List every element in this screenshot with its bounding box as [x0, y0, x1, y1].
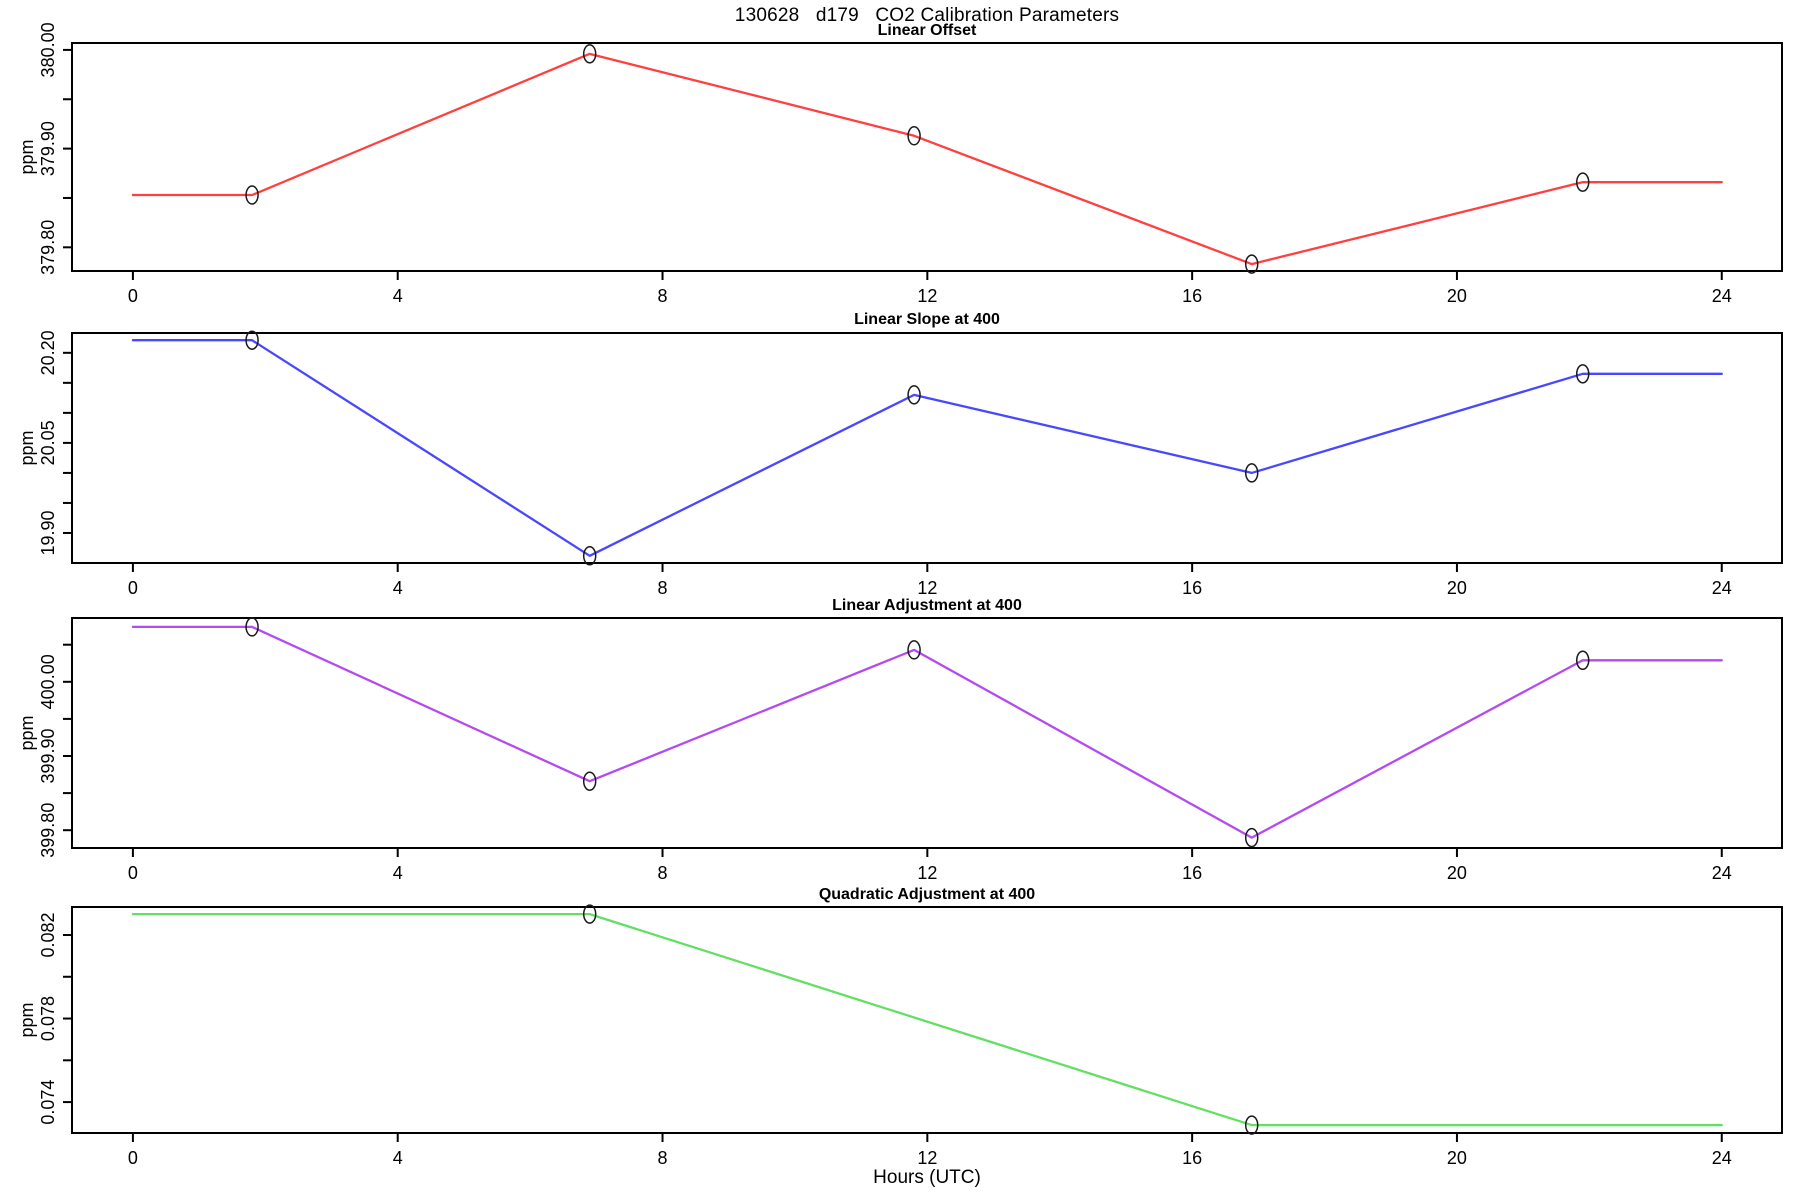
- data-point-marker: [582, 904, 597, 924]
- x-axis-tick-label: 20: [1447, 863, 1467, 883]
- data-line: [131, 625, 1723, 839]
- data-point-marker: [907, 640, 921, 660]
- y-axis-tick-label: 19.90: [38, 510, 58, 555]
- data-point-marker: [1244, 463, 1259, 483]
- data-point-marker: [245, 185, 259, 205]
- x-axis-tick-label: 12: [917, 1148, 937, 1168]
- x-axis-tick-label: 24: [1712, 286, 1732, 306]
- x-axis-tick-label: 0: [128, 286, 138, 306]
- x-axis-tick-label: 16: [1182, 1148, 1202, 1168]
- data-point-marker: [907, 126, 921, 146]
- y-axis-tick-label: 379.80: [38, 220, 58, 275]
- x-axis-tick-label: 0: [128, 863, 138, 883]
- y-axis-tick-label: 399.90: [38, 728, 58, 783]
- main-title: 130628 d179 CO2 Calibration Parameters: [734, 5, 1120, 26]
- panel-title-linear-adjustment: Linear Adjustment at 400: [832, 597, 1022, 614]
- x-axis-tick-label: 8: [658, 578, 668, 598]
- x-axis-tick-label: 12: [917, 578, 937, 598]
- plot-box: [71, 617, 1783, 849]
- x-axis-tick-label: 8: [658, 863, 668, 883]
- data-point-marker: [582, 546, 597, 566]
- x-axis-tick-label: 24: [1712, 578, 1732, 598]
- x-axis-tick-label: 24: [1712, 1148, 1732, 1168]
- data-line: [131, 52, 1723, 266]
- y-axis-title: ppm: [17, 139, 37, 174]
- data-point-marker: [907, 385, 921, 405]
- data-point-marker: [1244, 827, 1259, 848]
- x-axis-tick-label: 20: [1447, 286, 1467, 306]
- data-point-marker: [582, 771, 597, 791]
- data-point-marker: [1244, 254, 1259, 274]
- y-axis-tick-label: 20.20: [38, 330, 58, 375]
- x-axis-tick-label: 12: [917, 286, 937, 306]
- data-point-marker: [1244, 1115, 1259, 1135]
- y-axis-tick-label: 0.074: [38, 1080, 58, 1125]
- x-axis-tick-label: 20: [1447, 1148, 1467, 1168]
- x-axis-tick-label: 16: [1182, 286, 1202, 306]
- x-axis-tick-label: 8: [658, 1148, 668, 1168]
- plot-box: [71, 42, 1783, 272]
- panel-title-quadratic-adjustment: Quadratic Adjustment at 400: [818, 886, 1036, 903]
- x-axis-tick-label: 4: [393, 863, 403, 883]
- x-axis-tick-label: 4: [393, 286, 403, 306]
- y-axis-title: ppm: [17, 715, 37, 750]
- x-axis-tick-label: 4: [393, 1148, 403, 1168]
- y-axis-tick-label: 400.00: [38, 654, 58, 709]
- plot-box: [71, 906, 1783, 1134]
- x-axis-tick-label: 16: [1182, 863, 1202, 883]
- data-point-marker: [582, 44, 597, 64]
- x-axis-tick-label: 0: [128, 1148, 138, 1168]
- y-axis-tick-label: 0.082: [38, 912, 58, 957]
- plot-box: [71, 332, 1783, 564]
- y-axis-tick-label: 380.00: [38, 22, 58, 77]
- y-axis-title: ppm: [17, 1002, 37, 1037]
- y-axis-tick-label: 0.078: [38, 996, 58, 1041]
- panel-title-linear-offset: Linear Offset: [877, 22, 977, 39]
- data-line: [131, 339, 1723, 557]
- data-point-marker: [1575, 172, 1590, 192]
- y-axis-tick-label: 20.05: [38, 420, 58, 465]
- x-axis-tick-label: 12: [917, 863, 937, 883]
- y-axis-tick-label: 379.90: [38, 121, 58, 176]
- x-axis-tick-label: 4: [393, 578, 403, 598]
- panel-title-linear-slope: Linear Slope at 400: [854, 311, 1000, 328]
- data-point-marker: [245, 330, 259, 350]
- data-point-marker: [1575, 650, 1590, 671]
- x-axis-title: Hours (UTC): [873, 1167, 981, 1188]
- data-point-marker: [1575, 364, 1590, 384]
- y-axis-tick-label: 399.80: [38, 803, 58, 858]
- x-axis-tick-label: 0: [128, 578, 138, 598]
- x-axis-tick-label: 16: [1182, 578, 1202, 598]
- x-axis-tick-label: 20: [1447, 578, 1467, 598]
- x-axis-tick-label: 24: [1712, 863, 1732, 883]
- data-point-marker: [245, 617, 259, 637]
- y-axis-title: ppm: [17, 430, 37, 465]
- x-axis-tick-label: 8: [658, 286, 668, 306]
- data-line: [131, 912, 1723, 1127]
